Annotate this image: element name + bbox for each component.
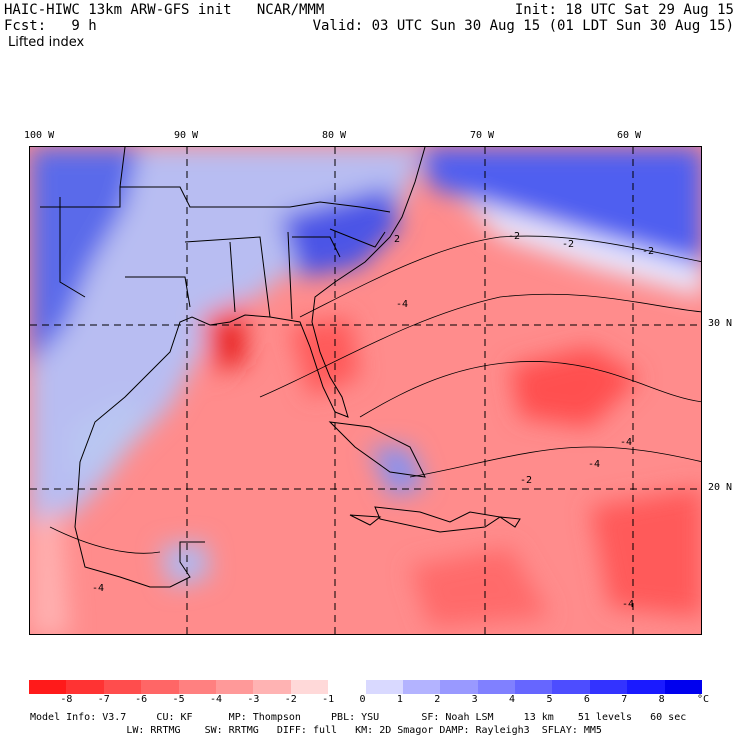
colorbar-segment: [141, 680, 180, 694]
header-valid: Valid: 03 UTC Sun 30 Aug 15 (01 LDT Sun …: [312, 18, 734, 34]
header-init: Init: 18 UTC Sat 29 Aug 15: [514, 2, 734, 18]
colorbar-segment: [365, 680, 404, 694]
footer-model-info: Model Info: V3.7 CU: KF MP: Thompson PBL…: [30, 712, 687, 723]
contour-label: 2: [394, 234, 400, 245]
lon-label-90w: 90 W: [174, 130, 199, 141]
colorbar-tick-label: -3: [247, 694, 260, 705]
colorbar-tick-label: -8: [60, 694, 73, 705]
lon-label-80w: 80 W: [322, 130, 347, 141]
colorbar-segment: [440, 680, 479, 694]
colorbar-tick-label: 2: [434, 694, 441, 705]
lifted-index-map: -2 -2 -2 -4 -4 -4 -2 -4 -4 2: [29, 146, 702, 635]
field-name: Lifted index: [8, 35, 85, 50]
colorbar-tick-label: 0: [359, 694, 366, 705]
footer-physics-info: LW: RRTMG SW: RRTMG DIFF: full KM: 2D Sm…: [30, 725, 602, 736]
colorbar-unit: °C: [697, 694, 710, 705]
colorbar-segment: [664, 680, 702, 694]
colorbar-segment: [627, 680, 666, 694]
contour-label: -2: [520, 475, 532, 486]
colorbar-segment: [402, 680, 441, 694]
colorbar-segment: [66, 680, 105, 694]
colorbar-tick-label: 4: [509, 694, 516, 705]
contour-label: -4: [396, 299, 408, 310]
colorbar-tick-label: 1: [396, 694, 403, 705]
colorbar-segment: [328, 680, 366, 694]
colorbar-tick-label: 6: [583, 694, 590, 705]
colorbar-tick-label: 5: [546, 694, 553, 705]
colorbar-tick-label: -1: [322, 694, 335, 705]
contour-label: -4: [92, 583, 104, 594]
contour-label: -4: [588, 459, 600, 470]
colorbar-segment: [253, 680, 292, 694]
colorbar-tick-label: -4: [209, 694, 222, 705]
colorbar-segment: [103, 680, 142, 694]
lat-label-30n: 30 N: [708, 318, 733, 329]
contour-label: -2: [562, 239, 574, 250]
colorbar-segment: [290, 680, 329, 694]
header-forecast: Fcst: 9 h: [4, 18, 97, 34]
colorbar-tick-label: 7: [621, 694, 628, 705]
colorbar-segment: [515, 680, 553, 694]
contour-label: -2: [508, 231, 520, 242]
colorbar-tick-label: 3: [471, 694, 478, 705]
colorbar-segment: [477, 680, 516, 694]
colorbar-segment: [178, 680, 217, 694]
contour-label: -4: [622, 599, 634, 610]
colorbar-segment: [29, 680, 67, 694]
lon-label-70w: 70 W: [470, 130, 495, 141]
colorbar-tick-label: -5: [172, 694, 185, 705]
colorbar-segment: [589, 680, 628, 694]
lat-label-20n: 20 N: [708, 482, 733, 493]
colorbar-segment: [215, 680, 254, 694]
colorbar: [29, 680, 702, 694]
lon-label-60w: 60 W: [617, 130, 642, 141]
colorbar-tick-label: 8: [658, 694, 665, 705]
contour-label: -2: [642, 246, 654, 257]
colorbar-segment: [552, 680, 591, 694]
colorbar-tick-label: -2: [284, 694, 297, 705]
colorbar-tick-label: -7: [97, 694, 110, 705]
contour-label: -4: [620, 437, 632, 448]
colorbar-tick-label: -6: [135, 694, 148, 705]
lon-label-100w: 100 W: [24, 130, 55, 141]
header-title: HAIC-HIWC 13km ARW-GFS init NCAR/MMM: [4, 2, 325, 18]
